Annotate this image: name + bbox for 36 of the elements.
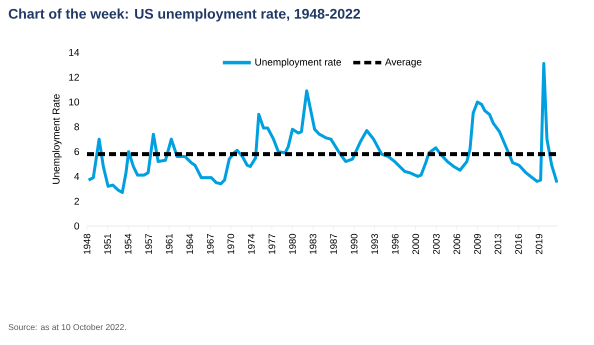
- x-tick-label: 1961: [166, 234, 173, 254]
- chart-title: Chart of the week: US unemployment rate, 1948-2022: [8, 8, 360, 22]
- x-tick-label: 1948: [84, 234, 90, 254]
- x-tick-label: 1980: [289, 234, 296, 254]
- legend-label: Unemployment rate: [255, 58, 342, 68]
- x-tick-label: 1983: [310, 234, 316, 254]
- x-tick-label: 2000: [412, 234, 420, 254]
- x-tick-label: 1974: [248, 234, 255, 254]
- x-tick-label: 1977: [268, 234, 276, 254]
- x-tick-label: 1996: [392, 234, 399, 254]
- x-tick-label: 2009: [474, 234, 481, 254]
- x-tick-label: 1957: [145, 234, 152, 254]
- y-tick-label: 10: [69, 98, 80, 106]
- y-axis-title: Unemployment Rate: [52, 94, 62, 184]
- y-tick-label: 0: [74, 222, 80, 230]
- y-tick-label: 14: [69, 48, 80, 56]
- x-tick-label: 2016: [515, 234, 522, 254]
- x-tick-label: 2006: [454, 234, 460, 254]
- x-tick-label: 2019: [536, 234, 542, 254]
- x-tick-label: 1954: [124, 234, 132, 254]
- y-tick-label: 6: [74, 148, 80, 156]
- x-tick-label: 1993: [371, 234, 378, 254]
- legend-label: Average: [385, 58, 422, 68]
- source-note: Source: as at 10 October 2022.: [8, 324, 126, 330]
- x-tick-label: 1987: [330, 234, 337, 254]
- x-tick-label: 2003: [432, 234, 440, 254]
- x-tick-label: 1951: [104, 234, 111, 254]
- x-tick-label: 1970: [227, 234, 234, 254]
- y-tick-label: 4: [74, 172, 80, 180]
- y-tick-label: 12: [69, 74, 79, 81]
- x-tick-label: 2013: [494, 234, 502, 254]
- y-tick-label: 8: [74, 123, 80, 130]
- y-tick-label: 2: [74, 198, 79, 205]
- x-tick-label: 1990: [350, 234, 358, 254]
- x-tick-label: 1964: [186, 234, 194, 254]
- x-tick-label: 1967: [206, 234, 214, 254]
